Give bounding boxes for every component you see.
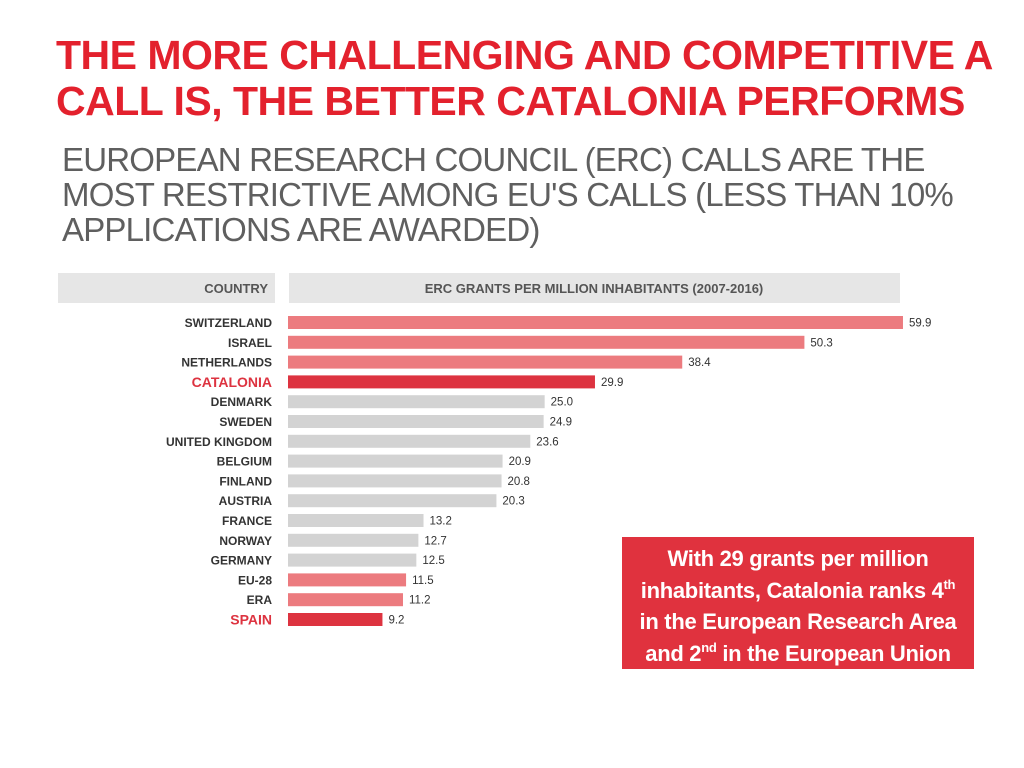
category-label-finland: FINLAND [219, 474, 272, 488]
category-label-eu-28: EU-28 [238, 573, 272, 587]
bar-sweden [288, 415, 544, 428]
value-label-netherlands: 38.4 [688, 357, 711, 369]
callout-line-2-text: inhabitants, Catalonia ranks 4 [640, 577, 944, 603]
value-label-norway: 12.7 [424, 535, 446, 547]
value-label-sweden: 24.9 [550, 417, 572, 429]
value-label-finland: 20.8 [508, 476, 530, 488]
bar-switzerland [288, 316, 903, 329]
category-label-netherlands: NETHERLANDS [181, 356, 272, 370]
slide-subtitle-line-3: APPLICATIONS ARE AWARDED) [62, 211, 540, 248]
slide-subtitle-line-2: MOST RESTRICTIVE AMONG EU'S CALLS (LESS … [62, 176, 954, 213]
value-label-spain: 9.2 [388, 615, 404, 627]
slide-title: THE MORE CHALLENGING AND COMPETITIVE A C… [56, 32, 996, 124]
category-label-catalonia: CATALONIA [192, 374, 272, 390]
bar-era [288, 593, 403, 607]
value-label-france: 13.2 [430, 516, 452, 528]
callout-line-4: and 2nd in the European Union [622, 638, 974, 670]
slide-subtitle-line-1: EUROPEAN RESEARCH COUNCIL (ERC) CALLS AR… [62, 141, 925, 178]
callout-line-4-suffix: in the European Union [716, 640, 951, 666]
category-label-france: FRANCE [222, 514, 272, 528]
metric-header-bg [289, 273, 900, 303]
value-label-belgium: 20.9 [509, 456, 531, 468]
value-label-united-kingdom: 23.6 [536, 436, 558, 448]
value-label-switzerland: 59.9 [909, 318, 931, 330]
value-label-catalonia: 29.9 [601, 377, 623, 389]
category-label-era: ERA [247, 593, 273, 607]
bar-israel [288, 335, 805, 349]
bar-germany [288, 553, 417, 567]
category-label-norway: NORWAY [219, 534, 272, 548]
category-label-austria: AUSTRIA [219, 494, 273, 508]
bar-austria [288, 494, 497, 508]
category-label-israel: ISRAEL [228, 336, 272, 350]
slide-title-line-2: CALL IS, THE BETTER CATALONIA PERFORMS [56, 78, 965, 124]
value-label-era: 11.2 [409, 595, 431, 607]
bar-belgium [288, 454, 503, 468]
bar-eu-28 [288, 573, 407, 587]
category-label-united-kingdom: UNITED KINGDOM [166, 435, 272, 449]
slide-title-line-1: THE MORE CHALLENGING AND COMPETITIVE A [56, 32, 993, 78]
value-label-israel: 50.3 [810, 337, 832, 349]
catalonia-ranking-callout: With 29 grants per million inhabitants, … [622, 537, 974, 669]
value-label-denmark: 25.0 [551, 397, 573, 409]
bar-france [288, 514, 424, 527]
callout-line-4-text: and 2 [645, 640, 702, 666]
bar-finland [288, 474, 502, 488]
category-label-belgium: BELGIUM [217, 455, 272, 469]
bar-netherlands [288, 355, 683, 369]
value-label-austria: 20.3 [502, 496, 524, 508]
category-label-switzerland: SWITZERLAND [185, 316, 273, 330]
bar-catalonia [288, 375, 595, 389]
metric-header-label: ERC GRANTS PER MILLION INHABITANTS (2007… [425, 281, 764, 296]
callout-line-3: in the European Research Area [639, 609, 957, 634]
bar-spain [288, 613, 383, 626]
bar-denmark [288, 395, 545, 409]
value-label-germany: 12.5 [422, 555, 444, 567]
category-label-germany: GERMANY [211, 554, 272, 568]
country-header-bg [58, 273, 275, 303]
callout-line-2: inhabitants, Catalonia ranks 4th [622, 575, 974, 607]
value-label-eu-28: 11.5 [412, 575, 434, 587]
category-label-sweden: SWEDEN [219, 415, 272, 429]
callout-line-1: With 29 grants per million [667, 546, 929, 571]
callout-line-2-superscript: th [943, 576, 956, 592]
category-label-spain: SPAIN [230, 612, 272, 628]
bar-united-kingdom [288, 434, 531, 448]
callout-line-4-superscript: nd [701, 639, 717, 655]
category-label-denmark: DENMARK [211, 395, 273, 409]
slide-subtitle: EUROPEAN RESEARCH COUNCIL (ERC) CALLS AR… [62, 142, 962, 247]
country-header-label: COUNTRY [204, 281, 268, 296]
bar-norway [288, 533, 419, 547]
